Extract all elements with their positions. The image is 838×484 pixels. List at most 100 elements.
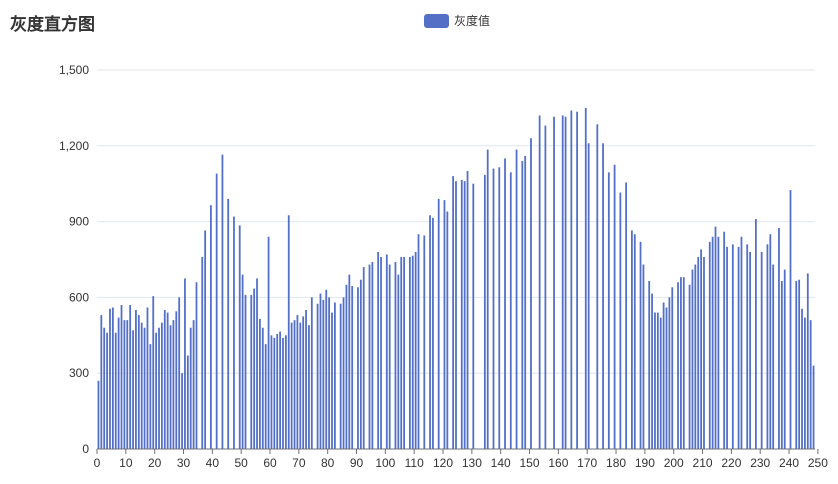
histogram-bar — [432, 217, 434, 449]
histogram-bar — [809, 320, 812, 449]
histogram-bar — [339, 303, 342, 449]
histogram-bar — [256, 278, 258, 449]
histogram-bar — [290, 322, 293, 449]
histogram-bar — [760, 251, 763, 449]
histogram-bar — [166, 312, 169, 449]
histogram-bar — [175, 311, 178, 449]
histogram-bar — [227, 198, 230, 449]
histogram-bar — [772, 264, 775, 449]
histogram-bar — [429, 215, 431, 449]
histogram-bar — [651, 293, 653, 449]
histogram-bar — [184, 278, 186, 449]
histogram-bar — [486, 149, 489, 449]
histogram-bar — [287, 215, 290, 449]
histogram-bar — [331, 312, 333, 449]
histogram-bar — [181, 373, 183, 449]
histogram-bar — [371, 262, 374, 449]
histogram-bar — [576, 111, 578, 449]
histogram-bar — [446, 211, 449, 449]
histogram-bar — [299, 322, 302, 449]
x-tick-label: 60 — [263, 456, 277, 470]
histogram-bar — [308, 325, 310, 449]
histogram-bar — [210, 205, 212, 449]
histogram-bar — [325, 289, 328, 449]
histogram-bar — [455, 181, 457, 450]
histogram-bar — [322, 299, 325, 449]
histogram-bar — [587, 143, 590, 449]
legend-item[interactable]: 灰度值 — [424, 12, 490, 29]
x-tick-label: 160 — [548, 456, 568, 470]
histogram-bar — [561, 115, 564, 449]
x-tick-label: 140 — [491, 456, 511, 470]
histogram-bar — [812, 365, 815, 449]
legend-label: 灰度值 — [454, 14, 491, 28]
histogram-bar — [411, 255, 414, 449]
histogram-bar — [264, 344, 267, 449]
histogram-bar — [394, 262, 397, 449]
histogram-bar — [662, 302, 665, 449]
x-tick-label: 180 — [606, 456, 626, 470]
x-tick-label: 0 — [94, 456, 101, 470]
histogram-bar — [778, 227, 780, 449]
histogram-bar — [783, 269, 786, 449]
x-tick-label: 220 — [721, 456, 741, 470]
histogram-bar — [625, 182, 628, 449]
histogram-bar — [135, 310, 137, 449]
histogram-bar — [801, 308, 803, 449]
histogram-bar — [109, 308, 111, 449]
histogram-bar — [359, 279, 362, 449]
histogram-bar — [492, 168, 495, 450]
histogram-bar — [639, 241, 642, 449]
y-tick-label: 600 — [69, 290, 89, 304]
histogram-bar — [334, 302, 336, 449]
histogram-bar — [806, 273, 809, 449]
histogram-bar — [524, 155, 527, 449]
histogram-bar — [357, 287, 359, 449]
histogram-bar — [178, 297, 181, 449]
histogram-bar — [215, 173, 218, 449]
histogram-bar — [483, 174, 486, 450]
x-tick-label: 200 — [664, 456, 684, 470]
x-tick-label: 230 — [750, 456, 770, 470]
histogram-bar — [114, 332, 117, 449]
histogram-bar — [152, 296, 155, 449]
histogram-bar — [100, 315, 103, 449]
chart-title: 灰度直方图 — [10, 15, 95, 35]
histogram-bar — [746, 244, 749, 449]
y-tick-label: 0 — [82, 442, 89, 456]
histogram-bar — [665, 307, 668, 449]
histogram-bar — [273, 337, 276, 449]
histogram-bar — [97, 380, 100, 449]
histogram-bar — [305, 310, 307, 449]
histogram-bar — [463, 181, 466, 450]
histogram-bar — [388, 264, 391, 449]
histogram-bar — [238, 225, 241, 449]
histogram-bar — [633, 234, 636, 449]
histogram-bar — [186, 355, 189, 449]
histogram-bar — [160, 322, 163, 449]
histogram-bar — [570, 110, 573, 450]
histogram-bar — [726, 246, 728, 449]
histogram-bar — [498, 167, 501, 449]
histogram-bar — [377, 251, 380, 449]
histogram-bar — [201, 256, 204, 449]
y-tick-label: 1,500 — [59, 63, 89, 77]
histogram-bar — [270, 335, 273, 449]
histogram-bar — [408, 256, 411, 449]
histogram-bar — [504, 158, 506, 449]
histogram-bar — [691, 269, 694, 449]
histogram-bar — [515, 149, 518, 449]
histogram-bar — [466, 171, 469, 449]
histogram-bar — [766, 244, 769, 449]
x-tick-label: 240 — [779, 456, 799, 470]
x-tick-label: 70 — [292, 456, 306, 470]
histogram-bar — [694, 264, 697, 449]
histogram-bar — [143, 327, 146, 449]
histogram-bar — [117, 317, 120, 449]
x-tick-label: 190 — [635, 456, 655, 470]
histogram-bar — [397, 274, 400, 449]
histogram-bar — [648, 280, 651, 449]
x-tick-label: 10 — [119, 456, 133, 470]
histogram-bar — [452, 176, 455, 449]
